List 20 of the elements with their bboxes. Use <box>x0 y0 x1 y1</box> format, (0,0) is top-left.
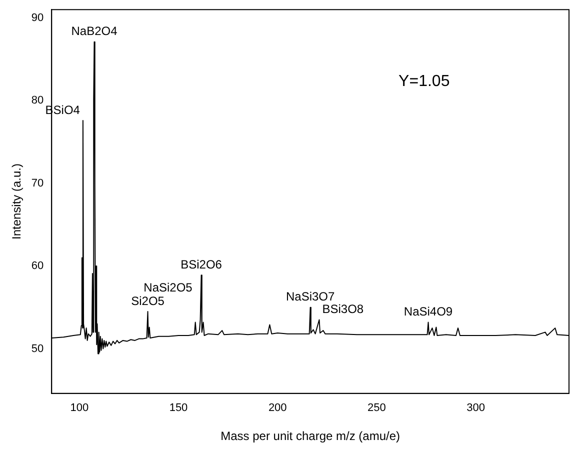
x-axis-title: Mass per unit charge m/z (amu/e) <box>220 429 400 444</box>
y-tick-label: 70 <box>31 177 44 190</box>
annotation: NaSi3O7 <box>286 290 335 304</box>
y-tick-label: 80 <box>31 94 44 107</box>
annotation: BSi3O8 <box>322 302 364 316</box>
annotation: BSi2O6 <box>180 257 222 272</box>
annotation: NaB2O4 <box>71 24 118 38</box>
x-tick-label: 300 <box>466 402 486 414</box>
x-tick-label: 150 <box>169 402 188 414</box>
y-tick-label: 50 <box>31 342 44 355</box>
x-tick-label: 250 <box>368 402 386 414</box>
annotation: NaSi4O9 <box>404 304 453 319</box>
annotation: Y=1.05 <box>398 73 450 90</box>
y-tick-label: 60 <box>31 260 44 272</box>
annotation: Si2O5 <box>131 294 165 308</box>
x-tick-label: 200 <box>268 402 287 414</box>
y-tick-label: 90 <box>31 12 44 24</box>
x-tick-label: 100 <box>70 402 89 414</box>
y-axis-title: Intensity (a.u.) <box>10 163 24 240</box>
annotation: NaSi2O5 <box>144 280 193 295</box>
